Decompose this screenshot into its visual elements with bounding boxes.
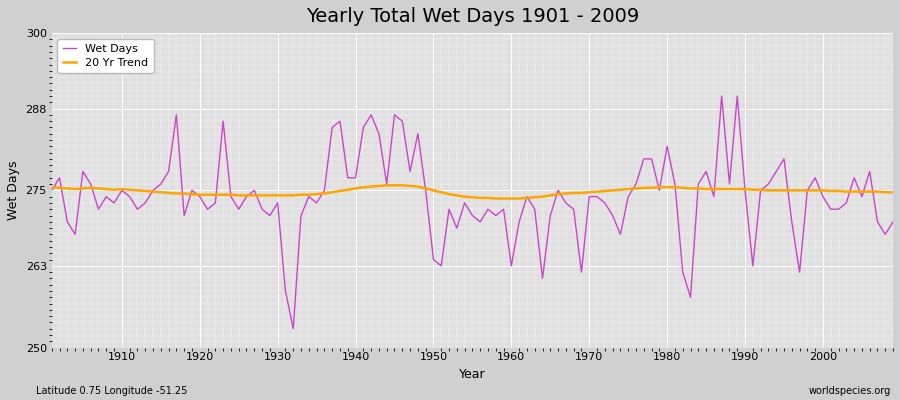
20 Yr Trend (615, 187, 626, 192)
Line: 20 Yr Trend: 20 Yr Trend (51, 185, 893, 198)
Wet Days (514, 220, 525, 224)
20 Yr Trend (46, 185, 57, 190)
Line: Wet Days: Wet Days (51, 96, 893, 329)
Wet Days (109, 200, 120, 205)
Wet Days (280, 289, 291, 294)
Wet Days (335, 119, 346, 124)
20 Yr Trend (327, 190, 338, 195)
Text: Latitude 0.75 Longitude -51.25: Latitude 0.75 Longitude -51.25 (36, 386, 187, 396)
Wet Days (887, 220, 898, 224)
20 Yr Trend (887, 190, 898, 195)
20 Yr Trend (109, 187, 120, 192)
Legend: Wet Days, 20 Yr Trend: Wet Days, 20 Yr Trend (58, 39, 154, 73)
Wet Days (716, 94, 727, 98)
20 Yr Trend (280, 193, 291, 198)
Title: Yearly Total Wet Days 1901 - 2009: Yearly Total Wet Days 1901 - 2009 (306, 7, 639, 26)
Wet Days (506, 264, 517, 268)
20 Yr Trend (491, 196, 501, 201)
Wet Days (288, 326, 299, 331)
Y-axis label: Wet Days: Wet Days (7, 160, 20, 220)
20 Yr Trend (514, 196, 525, 201)
X-axis label: Year: Year (459, 368, 486, 381)
20 Yr Trend (521, 196, 532, 200)
20 Yr Trend (382, 183, 392, 188)
Text: worldspecies.org: worldspecies.org (809, 386, 891, 396)
Wet Days (608, 213, 618, 218)
Wet Days (46, 188, 57, 193)
